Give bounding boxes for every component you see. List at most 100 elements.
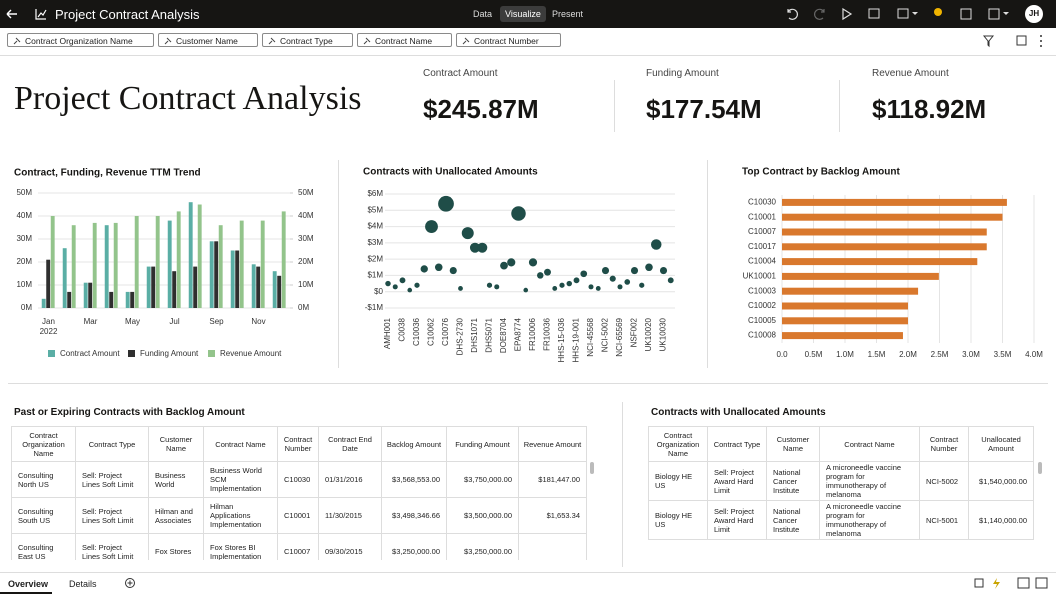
filter-chip[interactable]: Contract Name — [357, 33, 452, 47]
save-icon[interactable] — [988, 8, 1000, 20]
panel-icon[interactable] — [1017, 577, 1030, 589]
table-cell: $3,250,000.00 — [381, 533, 447, 560]
x-tick-label: NCI-5002 — [601, 317, 610, 352]
insight-icon[interactable] — [934, 8, 942, 16]
scrollbar[interactable] — [1038, 462, 1042, 474]
x-tick-label: FR10006 — [528, 317, 537, 350]
y-tick-label: $3M — [367, 238, 383, 247]
table-cell: Consulting East US — [11, 533, 76, 560]
table-cell — [518, 533, 587, 560]
page-tab[interactable]: Overview — [8, 579, 49, 589]
legend-label: Funding Amount — [140, 349, 199, 358]
filter-chip[interactable]: Customer Name — [158, 33, 258, 47]
bubble — [385, 280, 391, 287]
bubble — [458, 286, 463, 291]
bar — [782, 198, 1007, 206]
y-tick-label: UK10001 — [743, 272, 777, 281]
bar — [251, 264, 256, 308]
redo-icon[interactable] — [814, 8, 825, 20]
dropdown-icon[interactable] — [1003, 12, 1009, 15]
bar — [782, 287, 919, 295]
x-tick-label: DHS5071 — [485, 317, 494, 352]
column-header: Contract Type — [75, 426, 149, 462]
table-cell: National Cancer Institute — [766, 461, 820, 501]
table-title: Contracts with Unallocated Amounts — [651, 407, 826, 418]
legend-label: Contract Amount — [60, 349, 120, 358]
table-row: Consulting South US Sell: Project Lines S… — [11, 497, 587, 534]
legend-swatch — [208, 350, 215, 357]
view-icon[interactable] — [897, 8, 909, 19]
export-icon[interactable] — [960, 8, 972, 20]
bubble — [617, 284, 623, 290]
grammar-icon[interactable] — [974, 578, 984, 588]
filter-icon[interactable] — [982, 35, 995, 48]
bubble — [477, 242, 488, 253]
header-row: Contract Organization Name Contract Type C… — [11, 426, 587, 462]
bubble — [659, 266, 668, 275]
dropdown-icon[interactable] — [912, 12, 918, 15]
bar — [782, 317, 908, 325]
bubble — [595, 286, 601, 291]
panel-icon[interactable] — [1035, 577, 1048, 589]
table-cell: $3,500,000.00 — [446, 497, 519, 534]
x-tick-label: DOE8704 — [499, 317, 508, 353]
tab[interactable]: Present — [552, 9, 584, 19]
scrollbar[interactable] — [590, 462, 594, 474]
undo-icon[interactable] — [787, 8, 798, 20]
x-tick-label: 0.5M — [805, 350, 823, 359]
x-tick-label: HHS-15-036 — [557, 317, 566, 362]
auto-insight-icon[interactable] — [993, 578, 1000, 589]
table-cell: Biology HE US — [648, 500, 708, 540]
bubble — [486, 282, 493, 288]
x-tick-label: Sep — [209, 317, 224, 326]
run-icon[interactable] — [842, 7, 853, 21]
table-container: Contract Organization Name Contract Type C… — [648, 426, 1044, 560]
bar — [782, 302, 908, 310]
x-tick-label: C10076 — [441, 317, 450, 346]
back-icon[interactable] — [6, 9, 17, 19]
bar — [209, 241, 214, 308]
menu-icon[interactable] — [1040, 35, 1042, 37]
bubble — [414, 282, 420, 288]
bar — [260, 220, 265, 308]
settings-icon[interactable] — [1016, 35, 1027, 46]
bar — [782, 243, 987, 251]
refresh-icon[interactable] — [868, 8, 880, 19]
table-cell: Consulting North US — [11, 461, 76, 498]
filter-chip[interactable]: Contract Organization Name — [7, 33, 154, 47]
bar — [281, 211, 286, 308]
filter-label: Customer Name — [176, 36, 238, 46]
kpi-value: $245.87M — [423, 94, 539, 124]
page-tab[interactable]: Details — [69, 579, 97, 589]
table-cell: Fox Stores BI Implementation — [203, 533, 278, 560]
table-cell: $3,498,346.66 — [381, 497, 447, 534]
x-tick-label: DHS-2730 — [456, 317, 465, 355]
bubble — [573, 277, 580, 284]
tab-underline — [0, 592, 52, 594]
x-tick-label: UK10030 — [659, 317, 668, 351]
data-table: Contract Organization Name Contract Type C… — [648, 426, 1034, 540]
x-tick-label: NCI-45568 — [586, 317, 595, 356]
column-header: Unallocated Amount — [968, 426, 1034, 462]
add-page-icon[interactable] — [125, 578, 135, 588]
x-year-label: 2022 — [40, 327, 58, 336]
y2-tick-label: 50M — [298, 188, 314, 197]
filter-chip[interactable]: Contract Number — [456, 33, 561, 47]
bubble — [624, 279, 631, 285]
tab[interactable]: Visualize — [500, 6, 546, 22]
tab[interactable]: Data — [473, 9, 493, 19]
separator — [622, 402, 623, 567]
filter-chip[interactable]: Contract Type — [262, 33, 353, 47]
column-header: Contract Number — [919, 426, 969, 462]
column-header: Revenue Amount — [518, 426, 587, 462]
header-row: Contract Organization Name Contract Type C… — [648, 426, 1034, 462]
bubble — [544, 268, 551, 276]
user-avatar[interactable]: JH — [1025, 5, 1043, 23]
bar — [193, 266, 198, 308]
column-header: Contract Name — [819, 426, 920, 462]
separator — [707, 160, 708, 368]
bubble — [552, 286, 558, 291]
y-tick-label: $2M — [367, 254, 383, 263]
bubble — [537, 272, 544, 279]
x-tick-label: 3.0M — [962, 350, 980, 359]
